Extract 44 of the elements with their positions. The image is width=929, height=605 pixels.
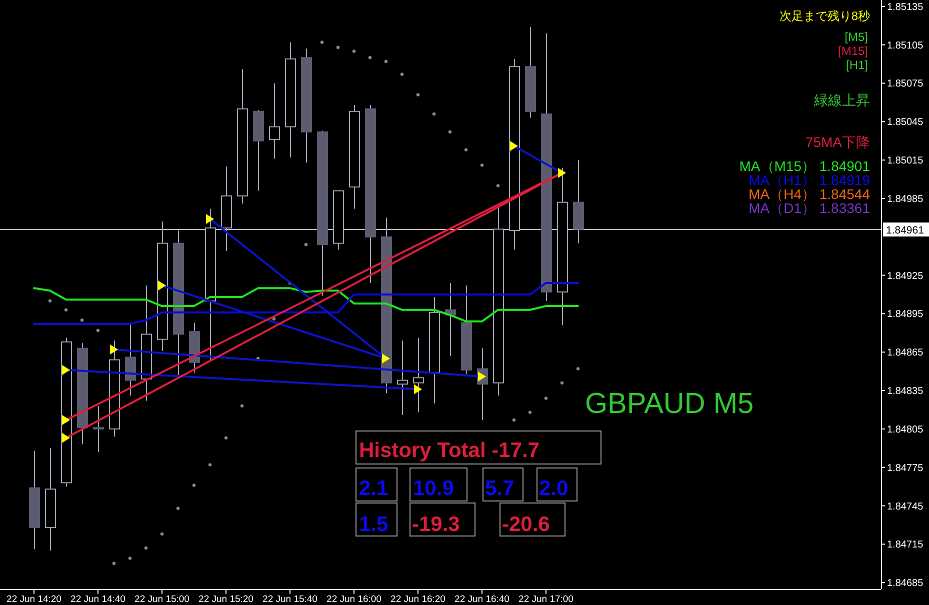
text: [M15] [838, 44, 868, 58]
text: 緑線上昇 [813, 92, 870, 108]
y-tick-label: 1.84835 [887, 386, 924, 398]
y-tick-label: 1.84715 [887, 540, 924, 551]
y-tick-label: 1.85105 [887, 40, 924, 52]
text: 75MA下降 [805, 134, 870, 150]
x-tick-label: 22 Jun 14:20 [6, 594, 62, 605]
text: 次足まで残り8秒 [779, 9, 870, 23]
y-tick-label: 1.85135 [887, 2, 924, 13]
annotation: 1.5 [359, 513, 389, 536]
annotation: GBPAUD M5 [585, 388, 754, 420]
text: MA（M15） 1.84901 [739, 158, 870, 174]
ref-line-label: 1.84961 [886, 224, 924, 236]
y-tick-label: 1.84685 [887, 578, 924, 590]
y-tick-label: 1.84775 [887, 462, 924, 474]
y-tick-label: 1.84865 [887, 348, 924, 359]
y-tick-label: 1.85015 [887, 156, 924, 167]
x-tick-label: 22 Jun 16:40 [454, 594, 510, 605]
text: [M5] [844, 30, 868, 44]
x-tick-label: 22 Jun 15:00 [134, 594, 190, 605]
x-tick-label: 22 Jun 16:20 [390, 594, 446, 605]
text: MA（H4） 1.84544 [748, 186, 870, 202]
x-tick-label: 22 Jun 14:40 [70, 594, 126, 605]
y-tick-label: 1.84745 [887, 501, 924, 512]
x-tick-label: 22 Jun 17:00 [518, 594, 574, 605]
y-tick-label: 1.85045 [887, 117, 924, 128]
y-tick-label: 1.84985 [887, 194, 924, 205]
y-tick-label: 1.84925 [887, 270, 924, 282]
annotation: -20.6 [502, 513, 550, 536]
annotation: 5.7 [485, 477, 514, 500]
x-tick-label: 22 Jun 16:00 [326, 594, 382, 605]
annotation: -19.3 [412, 513, 460, 536]
text: MA（H1） 1.84919 [748, 172, 870, 188]
annotation: History Total -17.7 [359, 439, 540, 462]
text: [H1] [846, 58, 868, 72]
annotation: 2.0 [539, 477, 568, 500]
y-tick-label: 1.84895 [887, 309, 924, 320]
x-tick-label: 22 Jun 15:20 [198, 594, 254, 605]
y-tick-label: 1.84805 [887, 424, 924, 436]
text: MA（D1） 1.83361 [748, 200, 870, 216]
y-tick-label: 1.85075 [887, 78, 924, 90]
annotation: 2.1 [359, 477, 389, 500]
x-tick-label: 22 Jun 15:40 [262, 594, 318, 605]
annotation: 10.9 [413, 477, 454, 500]
